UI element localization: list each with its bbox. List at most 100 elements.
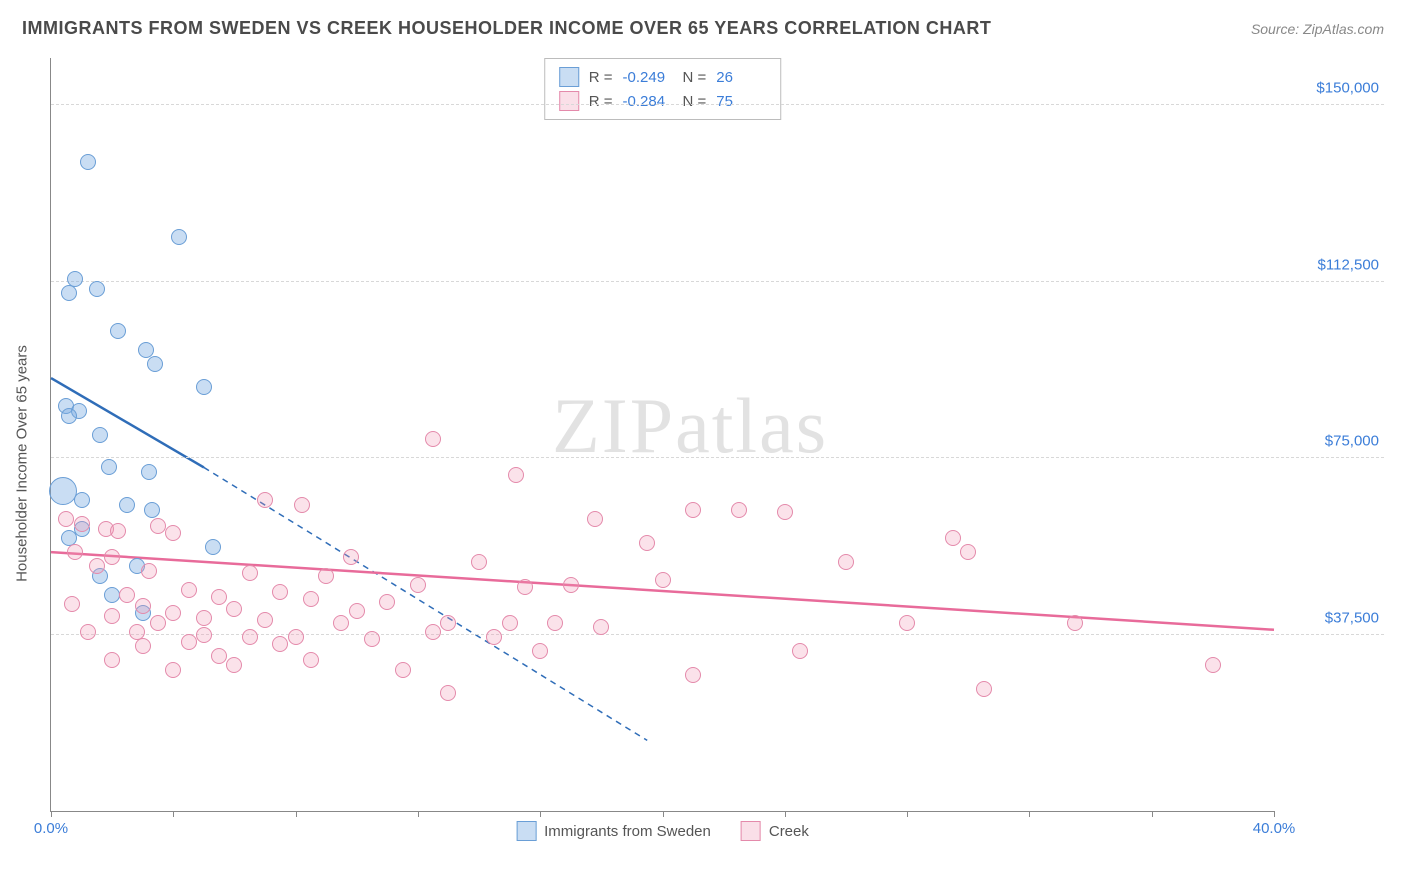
gridline <box>51 457 1384 458</box>
data-point <box>587 511 603 527</box>
data-point <box>89 281 105 297</box>
data-point <box>110 523 126 539</box>
data-point <box>257 492 273 508</box>
legend-item: Creek <box>741 821 809 841</box>
data-point <box>80 154 96 170</box>
data-point <box>288 629 304 645</box>
data-point <box>119 587 135 603</box>
data-point <box>104 608 120 624</box>
legend-label: Creek <box>769 823 809 840</box>
data-point <box>517 579 533 595</box>
data-point <box>165 525 181 541</box>
data-point <box>257 612 273 628</box>
data-point <box>171 229 187 245</box>
trend-line <box>51 378 204 467</box>
chart-container: Householder Income Over 65 years ZIPatla… <box>50 58 1384 852</box>
data-point <box>294 497 310 513</box>
data-point <box>150 518 166 534</box>
data-point <box>150 615 166 631</box>
data-point <box>211 589 227 605</box>
data-point <box>410 577 426 593</box>
data-point <box>976 681 992 697</box>
legend-n-label: N = <box>683 69 707 86</box>
data-point <box>242 629 258 645</box>
data-point <box>777 504 793 520</box>
data-point <box>303 591 319 607</box>
x-tick <box>785 811 786 817</box>
data-point <box>379 594 395 610</box>
x-tick <box>907 811 908 817</box>
legend-r-value: -0.284 <box>623 93 673 110</box>
data-point <box>74 492 90 508</box>
legend-swatch <box>559 67 579 87</box>
data-point <box>440 615 456 631</box>
x-tick <box>418 811 419 817</box>
data-point <box>92 427 108 443</box>
x-tick <box>1029 811 1030 817</box>
data-point <box>74 516 90 532</box>
data-point <box>425 431 441 447</box>
series-legend: Immigrants from Sweden Creek <box>516 821 809 841</box>
data-point <box>61 408 77 424</box>
legend-label: Immigrants from Sweden <box>544 823 711 840</box>
data-point <box>318 568 334 584</box>
data-point <box>165 605 181 621</box>
data-point <box>1205 657 1221 673</box>
data-point <box>343 549 359 565</box>
data-point <box>119 497 135 513</box>
data-point <box>425 624 441 640</box>
legend-n-value: 26 <box>716 69 766 86</box>
y-tick-label: $150,000 <box>1316 80 1379 97</box>
data-point <box>333 615 349 631</box>
data-point <box>639 535 655 551</box>
data-point <box>147 356 163 372</box>
trend-line <box>51 552 1274 630</box>
y-tick-label: $37,500 <box>1325 609 1379 626</box>
data-point <box>792 643 808 659</box>
data-point <box>272 584 288 600</box>
legend-row: R = -0.249 N = 26 <box>559 65 767 89</box>
data-point <box>945 530 961 546</box>
data-point <box>838 554 854 570</box>
data-point <box>101 459 117 475</box>
y-tick-label: $112,500 <box>1318 256 1379 273</box>
data-point <box>141 563 157 579</box>
data-point <box>960 544 976 560</box>
data-point <box>532 643 548 659</box>
x-tick-label: 0.0% <box>34 820 68 837</box>
legend-n-label: N = <box>683 93 707 110</box>
x-tick <box>1274 811 1275 817</box>
data-point <box>104 652 120 668</box>
data-point <box>80 624 96 640</box>
data-point <box>272 636 288 652</box>
data-point <box>486 629 502 645</box>
data-point <box>165 662 181 678</box>
data-point <box>899 615 915 631</box>
data-point <box>1067 615 1083 631</box>
legend-swatch <box>559 91 579 111</box>
x-tick <box>1152 811 1153 817</box>
data-point <box>226 657 242 673</box>
legend-item: Immigrants from Sweden <box>516 821 711 841</box>
data-point <box>502 615 518 631</box>
data-point <box>181 582 197 598</box>
legend-r-label: R = <box>589 69 613 86</box>
data-point <box>104 549 120 565</box>
legend-row: R =-0.284N =75 <box>559 89 767 113</box>
data-point <box>196 379 212 395</box>
legend-swatch <box>741 821 761 841</box>
trend-lines-layer <box>51 58 1274 811</box>
data-point <box>205 539 221 555</box>
data-point <box>242 565 258 581</box>
x-tick <box>663 811 664 817</box>
data-point <box>89 558 105 574</box>
source-attribution: Source: ZipAtlas.com <box>1251 21 1384 37</box>
legend-r-value: -0.249 <box>623 69 673 86</box>
x-tick-label: 40.0% <box>1253 820 1296 837</box>
data-point <box>364 631 380 647</box>
data-point <box>655 572 671 588</box>
gridline <box>51 281 1384 282</box>
data-point <box>685 502 701 518</box>
data-point <box>144 502 160 518</box>
correlation-legend: R =-0.249N =26R =-0.284N =75 <box>544 58 782 120</box>
